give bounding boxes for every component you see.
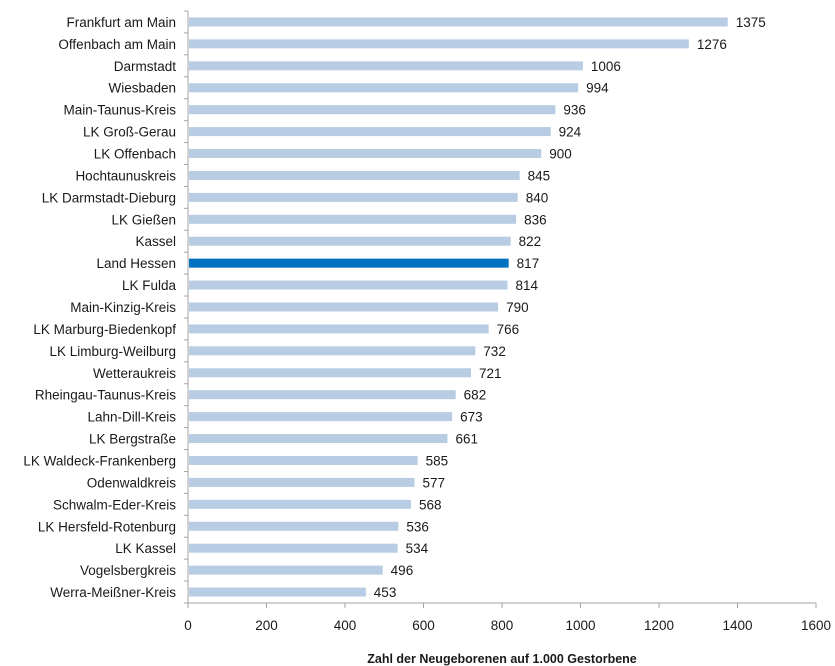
bar (189, 105, 556, 115)
bar (189, 412, 453, 422)
value-label: 845 (528, 168, 551, 183)
bar (189, 368, 471, 378)
bar (189, 170, 520, 180)
value-label: 766 (497, 322, 520, 337)
category-label: LK Waldeck-Frankenberg (23, 453, 176, 468)
category-labels: Frankfurt am Main Offenbach am Main Darmst… (23, 15, 176, 600)
value-label: 673 (460, 410, 483, 425)
bar (189, 127, 551, 137)
value-label: 822 (519, 234, 542, 249)
bar (189, 434, 448, 444)
value-label: 496 (391, 563, 414, 578)
category-label: LK Limburg-Weilburg (49, 344, 176, 359)
bar (189, 214, 517, 224)
bar (189, 236, 511, 246)
value-label: 840 (526, 190, 549, 205)
category-label: LK Hersfeld-Rotenburg (38, 519, 176, 534)
value-label: 453 (374, 585, 397, 600)
x-tick-label: 800 (491, 618, 514, 633)
category-label: LK Darmstadt-Dieburg (42, 190, 176, 205)
value-label: 721 (479, 366, 502, 381)
category-label: Offenbach am Main (58, 37, 176, 52)
value-label: 1375 (736, 15, 766, 30)
bar (189, 587, 366, 597)
value-label: 814 (515, 278, 538, 293)
bar (189, 302, 499, 312)
category-label: Hochtaunuskreis (75, 168, 176, 183)
bar (189, 280, 508, 290)
bar (189, 83, 579, 93)
category-label: Lahn-Dill-Kreis (87, 410, 176, 425)
value-label: 817 (517, 256, 540, 271)
bar (189, 192, 518, 202)
bar (189, 390, 456, 400)
category-label: Wiesbaden (108, 81, 176, 96)
value-label: 994 (586, 81, 609, 96)
category-label: LK Bergstraße (89, 432, 176, 447)
bar (189, 39, 689, 49)
category-label: Schwalm-Eder-Kreis (53, 497, 176, 512)
category-label: Main-Taunus-Kreis (63, 103, 176, 118)
bar (189, 565, 383, 575)
category-label: Kassel (135, 234, 176, 249)
value-label: 924 (559, 125, 582, 140)
category-label: Frankfurt am Main (66, 15, 176, 30)
bar (189, 521, 399, 531)
value-label: 661 (455, 432, 478, 447)
value-label: 732 (483, 344, 506, 359)
x-tick-label: 1400 (722, 618, 752, 633)
category-label: Darmstadt (114, 59, 177, 74)
category-label: Werra-Meißner-Kreis (50, 585, 176, 600)
x-tick-label: 600 (412, 618, 435, 633)
category-label: Vogelsbergkreis (80, 563, 176, 578)
bar (189, 61, 583, 71)
category-label: LK Groß-Gerau (83, 125, 176, 140)
value-label: 900 (549, 147, 572, 162)
x-tick-label: 0 (184, 618, 192, 633)
category-label: LK Kassel (115, 541, 176, 556)
category-label: Odenwaldkreis (87, 475, 177, 490)
bar (189, 17, 728, 27)
x-tick-label: 400 (334, 618, 357, 633)
value-label: 836 (524, 212, 547, 227)
value-label: 585 (426, 453, 449, 468)
category-label: LK Marburg-Biedenkopf (33, 322, 176, 337)
x-tick-label: 1600 (801, 618, 831, 633)
bar (189, 499, 411, 509)
bars-group (189, 17, 728, 597)
x-axis-title: Zahl der Neugeborenen auf 1.000 Gestorbe… (367, 652, 637, 666)
bar (189, 543, 398, 553)
bar (189, 258, 509, 268)
value-label: 1006 (591, 59, 621, 74)
category-label: Main-Kinzig-Kreis (70, 300, 176, 315)
category-label: Land Hessen (96, 256, 176, 271)
value-label: 568 (419, 497, 442, 512)
bar (189, 455, 418, 465)
category-label: Rheingau-Taunus-Kreis (35, 388, 176, 403)
value-label: 790 (506, 300, 529, 315)
bar (189, 149, 542, 159)
category-label: Wetteraukreis (93, 366, 176, 381)
category-label: LK Gießen (111, 212, 176, 227)
bar (189, 477, 415, 487)
value-label: 682 (464, 388, 487, 403)
x-tick-label: 1200 (644, 618, 674, 633)
x-tick-label: 1000 (565, 618, 595, 633)
bar (189, 324, 489, 334)
value-label: 577 (422, 475, 445, 490)
category-label: LK Fulda (122, 278, 177, 293)
bar (189, 346, 476, 356)
category-label: LK Offenbach (94, 147, 176, 162)
value-label: 534 (406, 541, 429, 556)
x-axis-ticks: 0 200 400 600 800 1000 1200 1400 1600 (184, 603, 831, 633)
value-label: 1276 (697, 37, 727, 52)
x-tick-label: 200 (255, 618, 278, 633)
value-label: 536 (406, 519, 429, 534)
value-label: 936 (563, 103, 586, 118)
